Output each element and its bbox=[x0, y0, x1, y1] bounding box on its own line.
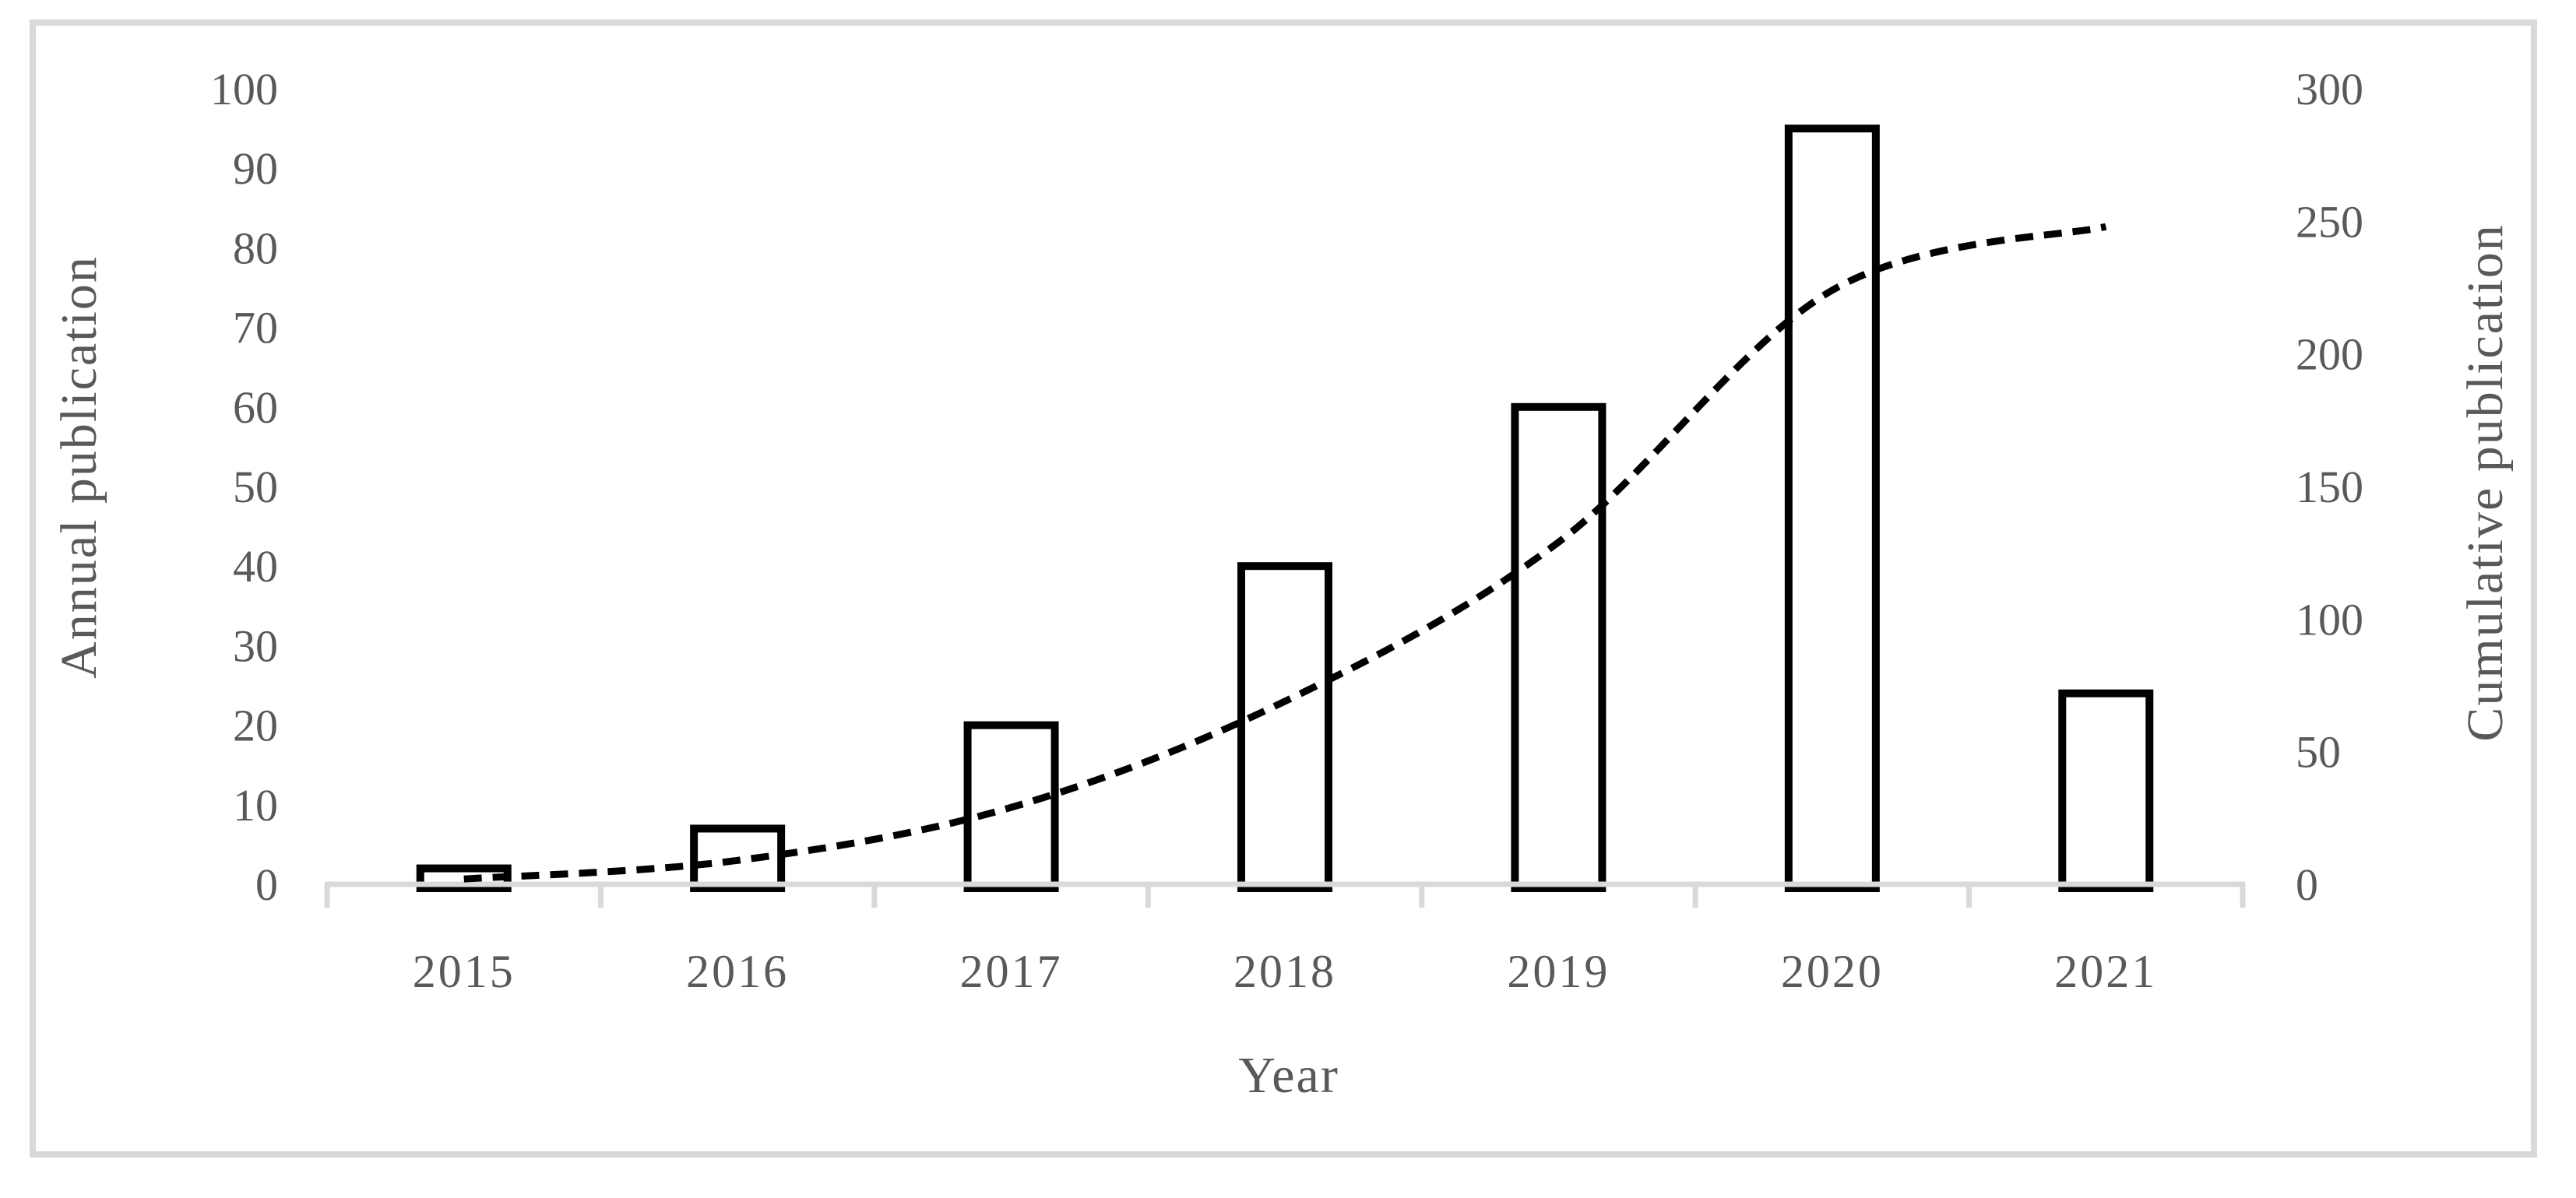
left-tick-10: 10 bbox=[233, 780, 278, 831]
x-tick-2015: 2015 bbox=[413, 946, 516, 997]
right-tick-300: 300 bbox=[2296, 64, 2363, 114]
bar-2020[interactable] bbox=[1784, 125, 1880, 893]
bar-2021[interactable] bbox=[2058, 689, 2154, 892]
x-tick-2017: 2017 bbox=[960, 946, 1063, 997]
x-tick-2018: 2018 bbox=[1233, 946, 1336, 997]
left-tick-20: 20 bbox=[233, 701, 278, 751]
right-tick-200: 200 bbox=[2296, 329, 2363, 380]
left-tick-90: 90 bbox=[233, 143, 278, 194]
left-axis-title: Annual publication bbox=[51, 255, 107, 679]
left-tick-100: 100 bbox=[210, 64, 278, 114]
right-tick-250: 250 bbox=[2296, 196, 2363, 247]
left-tick-40: 40 bbox=[233, 541, 278, 592]
x-axis-title: Year bbox=[1238, 1047, 1339, 1104]
left-tick-30: 30 bbox=[233, 620, 278, 671]
left-tick-0: 0 bbox=[255, 859, 278, 910]
cumulative-line[interactable] bbox=[463, 223, 2107, 883]
left-tick-70: 70 bbox=[233, 303, 278, 353]
left-tick-80: 80 bbox=[233, 223, 278, 273]
x-tick-2020: 2020 bbox=[1781, 946, 1884, 997]
bar-2018[interactable] bbox=[1237, 562, 1332, 892]
right-tick-100: 100 bbox=[2296, 594, 2363, 645]
x-tick-2016: 2016 bbox=[686, 946, 789, 997]
x-tick-2019: 2019 bbox=[1507, 946, 1610, 997]
left-tick-50: 50 bbox=[233, 462, 278, 512]
right-tick-0: 0 bbox=[2296, 859, 2318, 910]
right-tick-50: 50 bbox=[2296, 727, 2341, 778]
bar-2019[interactable] bbox=[1511, 402, 1606, 892]
right-tick-150: 150 bbox=[2296, 462, 2363, 512]
x-tick-2021: 2021 bbox=[2054, 946, 2157, 997]
right-axis-title: Cumulative publication bbox=[2457, 223, 2514, 742]
left-tick-60: 60 bbox=[233, 382, 278, 433]
